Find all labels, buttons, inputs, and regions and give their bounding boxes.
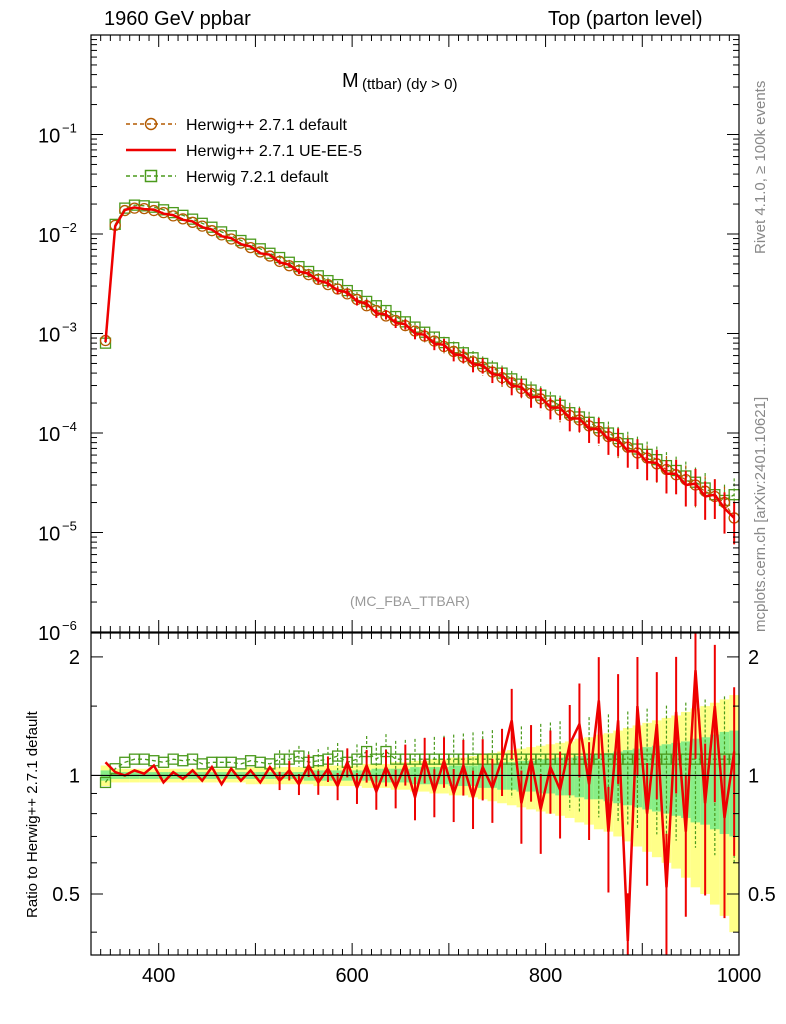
main-ytick-label: 10: [38, 424, 60, 446]
main-ytick-label: 10: [38, 623, 60, 645]
main-ytick-label: 10: [38, 524, 60, 546]
ratio-panel-frame: [90, 632, 740, 956]
main-point-herwig-default: [196, 220, 208, 232]
ratio-point-herwig7: [293, 750, 305, 762]
main-ytick-exponent: −3: [62, 320, 77, 335]
main-ytick-label: 10: [38, 325, 60, 347]
main-point-herwig-default: [235, 237, 247, 249]
watermark: (MC_FBA_TTBAR): [350, 593, 470, 609]
legend-marker-herwig7: [144, 169, 158, 183]
legend-label-herwig-ueee5: Herwig++ 2.7.1 UE-EE-5: [186, 143, 362, 160]
ratio-ytick-label-left: 2: [69, 647, 80, 669]
main-title-sub: (ttbar) (dy > 0): [362, 76, 457, 93]
main-point-herwig-default: [264, 250, 276, 262]
ratio-point-herwig7: [370, 753, 382, 765]
main-series: [99, 199, 740, 545]
ratio-xtick-label: 400: [142, 965, 175, 987]
main-point-herwig-default: [206, 225, 218, 237]
main-point-herwig-default: [322, 278, 334, 291]
ratio-xtick-label: 600: [335, 965, 368, 987]
main-ytick-exponent: −1: [62, 121, 77, 136]
legend: Herwig++ 2.7.1 default Herwig++ 2.7.1 UE…: [126, 117, 362, 186]
ratio-band-inner: [690, 738, 701, 823]
main-point-herwig-default: [312, 273, 324, 286]
ratio-series: [91, 633, 740, 955]
main-line-herwig-default: [104, 207, 735, 519]
main-point-herwig-default: [283, 260, 295, 272]
legend-label-herwig-default: Herwig++ 2.7.1 default: [186, 117, 348, 134]
main-point-herwig-default: [254, 246, 266, 258]
main-title: M: [342, 70, 359, 92]
ratio-ytick-label-left: 1: [69, 765, 80, 787]
ratio-xtick-label: 800: [529, 965, 562, 987]
main-point-herwig-default: [302, 269, 315, 281]
legend-label-herwig7: Herwig 7.2.1 default: [186, 169, 329, 186]
main-point-herwig-default: [273, 255, 286, 268]
ratio-point-herwig7: [351, 753, 363, 765]
main-ytick-exponent: −4: [62, 419, 77, 434]
main-point-herwig-default: [186, 216, 199, 228]
ratio-ytick-label-right: 1: [748, 765, 759, 787]
ratio-ytick-label-right: 2: [748, 647, 759, 669]
main-point-herwig-default: [215, 229, 228, 241]
main-point-herwig-default: [225, 233, 237, 245]
ratio-ytick-label-right: 0.5: [748, 884, 776, 906]
ratio-line-herwig-ueee5: [104, 670, 736, 941]
ratio-point-herwig7: [331, 750, 344, 762]
ratio-band-inner: [661, 744, 672, 814]
main-ytick-label: 10: [38, 225, 60, 247]
ratio-ytick-label-left: 0.5: [52, 884, 80, 906]
ratio-point-herwig7: [99, 776, 112, 789]
main-ytick-exponent: −5: [62, 519, 77, 534]
main-point-herwig-default: [177, 213, 189, 225]
ratio-bands: [100, 695, 739, 933]
header-right-title: Top (parton level): [548, 8, 703, 30]
main-ytick-label: 10: [38, 126, 60, 148]
legend-marker-herwig-default: [144, 117, 158, 131]
ratio-xtick-label: 1000: [717, 965, 762, 987]
header-left-title: 1960 GeV ppbar: [104, 8, 251, 30]
main-ytick-exponent: −2: [62, 220, 77, 235]
main-line-herwig-ueee5: [104, 206, 736, 519]
ratio-y-label: Ratio to Herwig++ 2.7.1 default: [24, 710, 41, 918]
main-point-herwig-default: [244, 241, 257, 254]
main-point-herwig-default: [293, 264, 305, 277]
main-ytick-exponent: −6: [62, 618, 77, 633]
